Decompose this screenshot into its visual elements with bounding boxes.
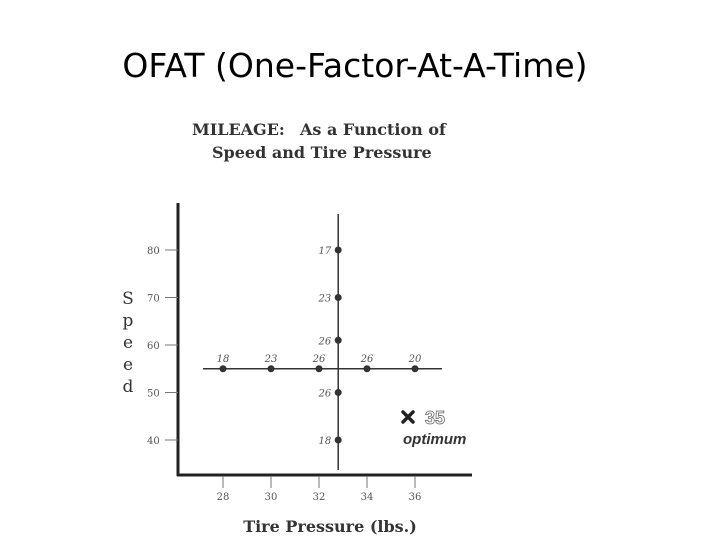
data-point [363,365,371,373]
chart-title-line2: Speed and Tire Pressure [212,143,432,162]
data-label: 23 [317,294,331,305]
data-label: 18 [217,354,230,365]
data-point [334,294,342,301]
y-axis-label: Speed [122,289,134,397]
data-label: 23 [264,354,278,365]
y-axis-label-letter: p [123,311,134,331]
optimum-value: 35 [425,408,445,428]
data-point [334,436,342,444]
optimum-x-marker [401,410,415,424]
x-tick-label: 36 [409,492,422,503]
data-point [267,365,275,373]
data-label: 26 [312,354,326,365]
data-point [219,365,227,373]
optimum-annotation: 35 optimum [401,408,466,448]
data-point [334,336,342,344]
data-label: 20 [408,354,422,365]
data-point [334,246,342,254]
data-label: 18 [318,436,331,447]
y-tick-label: 40 [147,436,160,447]
y-axis-label-letter: S [122,289,134,309]
slide-title: OFAT (One-Factor-At-A-Time) [122,46,588,85]
data-label: 26 [317,336,331,347]
y-tick-label: 80 [147,246,160,257]
y-axis-label-letter: d [123,377,134,397]
x-ticks: 28 30 32 34 36 [217,476,422,503]
data-label: 17 [318,246,331,257]
x-tick-label: 30 [265,492,278,503]
optimum-label: optimum [403,431,466,448]
x-tick-label: 32 [313,492,326,503]
data-point [411,365,419,373]
x-tick-label: 28 [217,492,230,503]
data-points: 18 23 26 26 20 17 23 26 26 18 [217,246,422,447]
data-point [334,389,342,396]
y-axis-label-letter: e [123,355,133,375]
y-axis-label-letter: e [123,333,133,353]
chart-title-bold: MILEAGE: [192,120,285,139]
y-ticks: 80 70 60 50 40 [147,246,178,447]
chart-title-rest: As a Function of [299,120,447,139]
data-label: 26 [360,354,374,365]
x-axis-label: Tire Pressure (lbs.) [243,517,417,536]
data-point [315,365,323,373]
y-tick-label: 50 [147,389,160,400]
x-tick-label: 34 [361,492,374,503]
data-label: 26 [317,389,331,400]
y-tick-label: 70 [147,294,160,305]
y-tick-label: 60 [147,341,160,352]
